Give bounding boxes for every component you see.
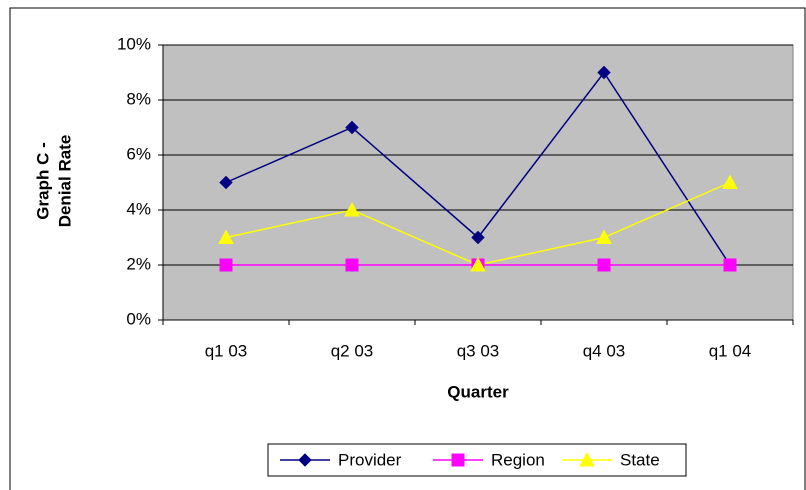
legend-marker	[451, 453, 465, 467]
x-axis-title: Quarter	[447, 382, 509, 401]
legend-label: Provider	[338, 450, 402, 469]
data-point	[597, 65, 611, 80]
data-point	[345, 258, 359, 272]
data-point	[723, 258, 737, 272]
data-point	[345, 120, 359, 135]
x-tick-label: q4 03	[583, 341, 626, 360]
y-axis-title-line: Graph C -	[33, 142, 52, 219]
data-point	[219, 175, 233, 190]
y-tick-label: 2%	[126, 254, 151, 273]
y-tick-label: 6%	[126, 144, 151, 163]
data-point	[470, 256, 486, 272]
y-axis-title: Graph C - Denial Rate	[33, 135, 74, 228]
x-tick-label: q1 04	[709, 341, 752, 360]
data-point	[722, 174, 738, 189]
y-tick-label: 0%	[126, 309, 151, 328]
y-tick-label: 4%	[126, 199, 151, 218]
y-axis-title-line: Denial Rate	[55, 135, 74, 228]
data-point	[596, 229, 612, 244]
data-point	[219, 258, 233, 272]
x-tick-label: q3 03	[457, 341, 500, 360]
data-point	[471, 230, 485, 245]
plot-area	[162, 44, 794, 321]
y-tick-label: 10%	[117, 34, 151, 53]
x-tick-label: q1 03	[205, 341, 248, 360]
data-point	[344, 201, 360, 217]
legend-label: State	[620, 450, 660, 469]
legend-marker	[579, 451, 595, 467]
x-tick-label: q2 03	[331, 341, 374, 360]
y-tick-label: 8%	[126, 89, 151, 108]
data-point	[218, 229, 234, 244]
legend-marker	[298, 453, 312, 467]
data-point	[597, 258, 611, 272]
legend-label: Region	[491, 450, 545, 469]
